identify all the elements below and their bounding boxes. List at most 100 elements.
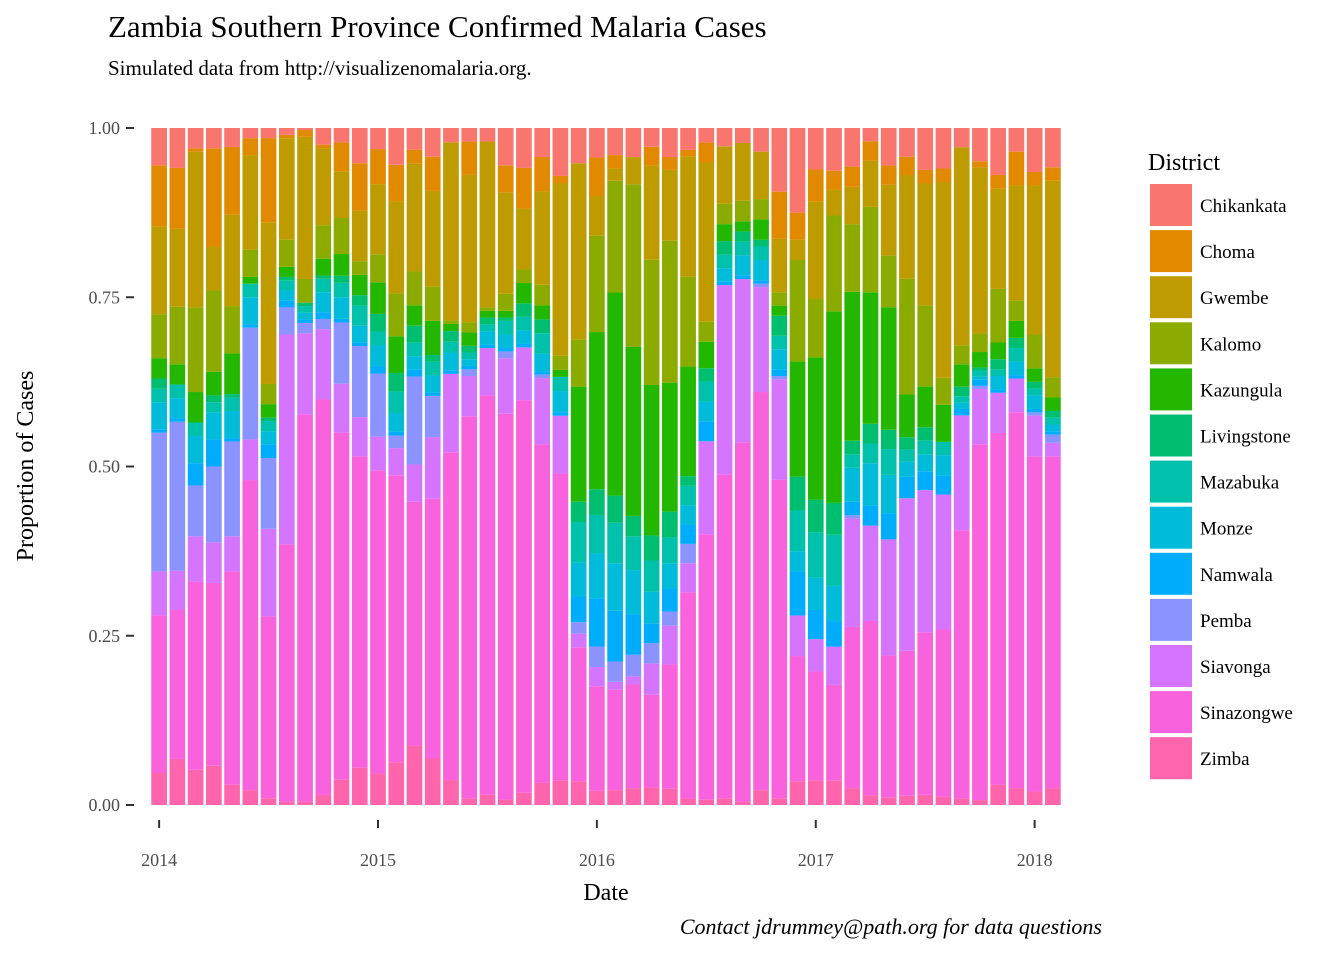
bar-segment-choma-2015-06 bbox=[461, 141, 478, 175]
bar-segment-kalomo-2014-02 bbox=[169, 306, 186, 365]
bar-segment-siavonga-2014-10 bbox=[315, 329, 332, 400]
bar-segment-choma-2015-10 bbox=[534, 157, 551, 192]
bar-segment-namwala-2016-09 bbox=[734, 275, 751, 280]
bar-segment-zimba-2015-09 bbox=[516, 792, 532, 805]
legend-label-monze: Monze bbox=[1200, 519, 1253, 540]
bar-segment-choma-2017-02 bbox=[826, 170, 842, 190]
legend-swatch-siavonga bbox=[1150, 645, 1192, 687]
bar-segment-kazungula-2014-02 bbox=[169, 364, 186, 385]
bar-segment-mazabuka-2014-12 bbox=[351, 305, 368, 326]
bar-segment-sinazongwe-2017-09 bbox=[953, 530, 970, 799]
bar-segment-sinazongwe-2016-08 bbox=[716, 474, 733, 799]
bar-segment-siavonga-2014-06 bbox=[242, 439, 259, 481]
bar-segment-monze-2017-07 bbox=[917, 454, 934, 472]
bar-segment-mazabuka-2015-06 bbox=[461, 352, 478, 360]
bar-segment-chikankata-2015-03 bbox=[406, 128, 423, 150]
bar-segment-siavonga-2016-02 bbox=[607, 681, 623, 690]
bar-segment-namwala-2014-05 bbox=[224, 438, 240, 442]
bar-segment-gwembe-2015-09 bbox=[516, 208, 532, 270]
bar-segment-pemba-2014-08 bbox=[278, 307, 295, 335]
bar-segment-pemba-2014-02 bbox=[169, 421, 186, 571]
bar-segment-pemba-2016-10 bbox=[753, 283, 769, 288]
bar-segment-siavonga-2015-05 bbox=[443, 373, 459, 453]
bar-segment-siavonga-2017-12 bbox=[1008, 378, 1025, 413]
bar-segment-kalomo-2016-08 bbox=[716, 203, 733, 225]
bar-segment-mazabuka-2015-01 bbox=[370, 331, 386, 346]
bar-segment-livingstone-2016-07 bbox=[698, 368, 715, 382]
bar-segment-choma-2015-02 bbox=[388, 164, 405, 202]
bar-segment-choma-2016-05 bbox=[662, 157, 678, 170]
bar-segment-pemba-2016-03 bbox=[625, 654, 642, 677]
bar-segment-zimba-2017-11 bbox=[990, 784, 1007, 805]
bar-segment-gwembe-2014-08 bbox=[278, 138, 295, 240]
bar-segment-namwala-2017-08 bbox=[935, 475, 952, 495]
bar-segment-siavonga-2017-08 bbox=[935, 494, 952, 630]
bar-segment-mazabuka-2014-02 bbox=[169, 384, 186, 399]
bar-segment-chikankata-2015-07 bbox=[479, 128, 496, 142]
bar-segment-sinazongwe-2015-06 bbox=[461, 416, 478, 799]
bar-segment-zimba-2015-08 bbox=[497, 799, 514, 805]
bar-segment-livingstone-2016-08 bbox=[716, 241, 733, 255]
bar-segment-sinazongwe-2015-10 bbox=[534, 444, 551, 783]
bar-segment-choma-2014-08 bbox=[278, 134, 295, 139]
bar-segment-mazabuka-2014-05 bbox=[224, 397, 240, 411]
bar-segment-namwala-2015-04 bbox=[424, 392, 441, 397]
bar-segment-gwembe-2017-05 bbox=[880, 184, 897, 256]
bar-segment-monze-2014-12 bbox=[351, 325, 368, 343]
bar-segment-kalomo-2015-01 bbox=[370, 254, 386, 283]
bar-segment-gwembe-2015-11 bbox=[552, 183, 569, 356]
bar-segment-choma-2017-06 bbox=[899, 156, 915, 175]
bar-segment-mazabuka-2017-02 bbox=[826, 534, 842, 586]
bar-segment-monze-2017-11 bbox=[990, 376, 1007, 390]
bar-segment-mazabuka-2016-08 bbox=[716, 254, 733, 269]
bar-segment-monze-2016-02 bbox=[607, 563, 623, 611]
bar-segment-mazabuka-2015-08 bbox=[497, 320, 514, 335]
legend-label-kazungula: Kazungula bbox=[1200, 380, 1283, 401]
bar-segment-livingstone-2016-01 bbox=[589, 489, 605, 515]
bar-segment-chikankata-2014-12 bbox=[351, 128, 368, 164]
legend: District Chikankata Choma Gwembe Kalomo Kazu… bbox=[1148, 150, 1293, 780]
bar-segment-monze-2014-04 bbox=[206, 412, 222, 440]
bar-segment-kazungula-2017-02 bbox=[826, 311, 842, 503]
bar-segment-chikankata-2017-10 bbox=[972, 128, 988, 162]
bar-segment-gwembe-2015-05 bbox=[443, 142, 459, 321]
bar-segment-namwala-2015-12 bbox=[570, 596, 587, 623]
bar-segment-kalomo-2016-05 bbox=[662, 240, 678, 383]
bar-segment-livingstone-2017-07 bbox=[917, 427, 934, 441]
bar-segment-mazabuka-2014-06 bbox=[242, 283, 259, 298]
bar-segment-zimba-2017-08 bbox=[935, 796, 952, 805]
bar-segment-mazabuka-2016-05 bbox=[662, 537, 678, 564]
bar-segment-siavonga-2015-07 bbox=[479, 348, 496, 396]
bar-segment-monze-2017-08 bbox=[935, 455, 952, 476]
bar-segment-siavonga-2017-04 bbox=[862, 525, 879, 621]
bar-segment-choma-2016-01 bbox=[589, 157, 605, 197]
legend-label-chikankata: Chikankata bbox=[1200, 196, 1287, 217]
legend-label-zimba: Zimba bbox=[1200, 749, 1250, 770]
bar-segment-chikankata-2016-12 bbox=[789, 128, 806, 213]
bar-segment-kalomo-2014-07 bbox=[260, 383, 277, 405]
bar-segment-kazungula-2017-10 bbox=[972, 352, 988, 368]
bar-segment-kazungula-2015-08 bbox=[497, 310, 514, 318]
bar-segment-monze-2016-09 bbox=[734, 255, 751, 276]
bar-segment-chikankata-2015-05 bbox=[443, 128, 459, 143]
bar-segment-choma-2017-11 bbox=[990, 174, 1007, 189]
bar-segment-kalomo-2015-10 bbox=[534, 284, 551, 306]
bar-segment-zimba-2015-04 bbox=[424, 758, 441, 805]
x-axis: 2014 2015 2016 2017 2018 bbox=[141, 820, 1053, 870]
bar-segment-monze-2017-06 bbox=[899, 461, 915, 477]
bar-segment-namwala-2016-11 bbox=[771, 369, 788, 377]
bar-segment-pemba-2015-10 bbox=[534, 374, 551, 379]
bar-segment-chikankata-2016-06 bbox=[680, 128, 696, 150]
bar-segment-kalomo-2017-11 bbox=[990, 288, 1007, 343]
bar-segment-chikankata-2014-05 bbox=[224, 128, 240, 147]
bar-segment-sinazongwe-2014-04 bbox=[206, 582, 222, 766]
bar-segment-chikankata-2017-05 bbox=[880, 128, 897, 166]
bar-segment-gwembe-2014-04 bbox=[206, 246, 222, 291]
bar-segment-kalomo-2015-12 bbox=[570, 339, 587, 387]
legend-swatch-zimba bbox=[1150, 737, 1192, 780]
bar-segment-namwala-2015-10 bbox=[534, 371, 551, 375]
bar-segment-monze-2016-07 bbox=[698, 401, 715, 422]
bar-segment-kazungula-2014-05 bbox=[224, 353, 240, 395]
bar-segment-gwembe-2015-01 bbox=[370, 184, 386, 255]
bar-segment-livingstone-2014-12 bbox=[351, 295, 368, 306]
